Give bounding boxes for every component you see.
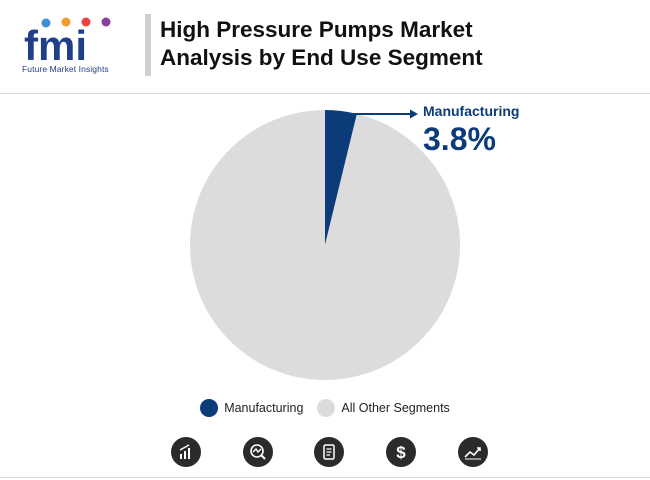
header-divider — [0, 93, 650, 94]
pie-slice-manufacturing — [325, 110, 357, 245]
legend: Manufacturing All Other Segments — [0, 397, 650, 419]
fmi-logo: fmi Future Market Insights — [22, 14, 130, 78]
legend-item-all-other-segments: All Other Segments — [317, 399, 450, 417]
legend-label: Manufacturing — [224, 401, 304, 415]
legend-item-manufacturing: Manufacturing — [200, 399, 303, 417]
page-title: High Pressure Pumps Market Analysis by E… — [160, 16, 630, 72]
title-accent-bar — [145, 14, 151, 76]
legend-swatch-all-other-segments — [317, 399, 336, 417]
title-line-1: High Pressure Pumps Market — [160, 17, 473, 42]
callout-value: 3.8% — [423, 121, 496, 157]
dollar-icon: $ — [386, 437, 416, 467]
pie-slice-all-other-segments — [190, 110, 460, 380]
callout-label: Manufacturing — [423, 103, 520, 119]
title-line-2: Analysis by End Use Segment — [160, 45, 483, 70]
analytics-icon — [243, 437, 273, 467]
header: fmi Future Market Insights High Pressure… — [0, 0, 650, 92]
legend-label: All Other Segments — [341, 401, 450, 415]
logo-text: fmi — [24, 22, 87, 64]
footer-divider — [0, 477, 650, 478]
callout-arrowhead — [410, 109, 418, 119]
trend-icon — [458, 437, 488, 467]
fmi-logo-mark: fmi — [24, 17, 111, 64]
legend-swatch-manufacturing — [200, 399, 219, 417]
logo-caption: Future Market Insights — [22, 64, 109, 74]
report-icon — [314, 437, 344, 467]
icon-row: $ — [0, 437, 650, 469]
bar-chart-icon — [171, 437, 201, 467]
pie-chart — [190, 109, 460, 380]
svg-text:$: $ — [396, 443, 406, 461]
